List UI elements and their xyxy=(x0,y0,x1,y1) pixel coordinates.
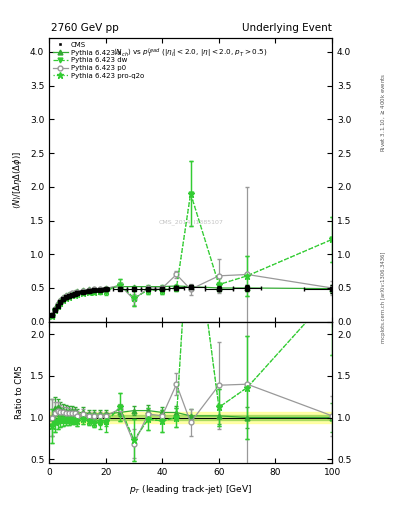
Legend: CMS, Pythia 6.423 a, Pythia 6.423 dw, Pythia 6.423 p0, Pythia 6.423 pro-q2o: CMS, Pythia 6.423 a, Pythia 6.423 dw, Py… xyxy=(51,40,145,80)
Text: Rivet 3.1.10, $\geq$400k events: Rivet 3.1.10, $\geq$400k events xyxy=(379,73,387,152)
X-axis label: $p_T$ (leading track-jet) [GeV]: $p_T$ (leading track-jet) [GeV] xyxy=(129,483,252,496)
Y-axis label: Ratio to CMS: Ratio to CMS xyxy=(15,366,24,419)
Bar xyxy=(49,412,332,423)
Text: mcplots.cern.ch [arXiv:1306.3436]: mcplots.cern.ch [arXiv:1306.3436] xyxy=(381,251,386,343)
Text: $\langle N_{ch}\rangle$ vs $p_T^{lead}$ ($|\eta_l|<2.0$, $|\eta|<2.0$, $p_T>0.5$: $\langle N_{ch}\rangle$ vs $p_T^{lead}$ … xyxy=(114,47,268,60)
Text: Underlying Event: Underlying Event xyxy=(242,23,332,33)
Text: CMS_2014_I1385107: CMS_2014_I1385107 xyxy=(158,220,223,225)
Y-axis label: $\langle N\rangle/[\Delta\eta\Delta(\Delta\phi)]$: $\langle N\rangle/[\Delta\eta\Delta(\Del… xyxy=(11,151,24,209)
Text: 2760 GeV pp: 2760 GeV pp xyxy=(51,23,119,33)
Bar xyxy=(49,415,332,420)
